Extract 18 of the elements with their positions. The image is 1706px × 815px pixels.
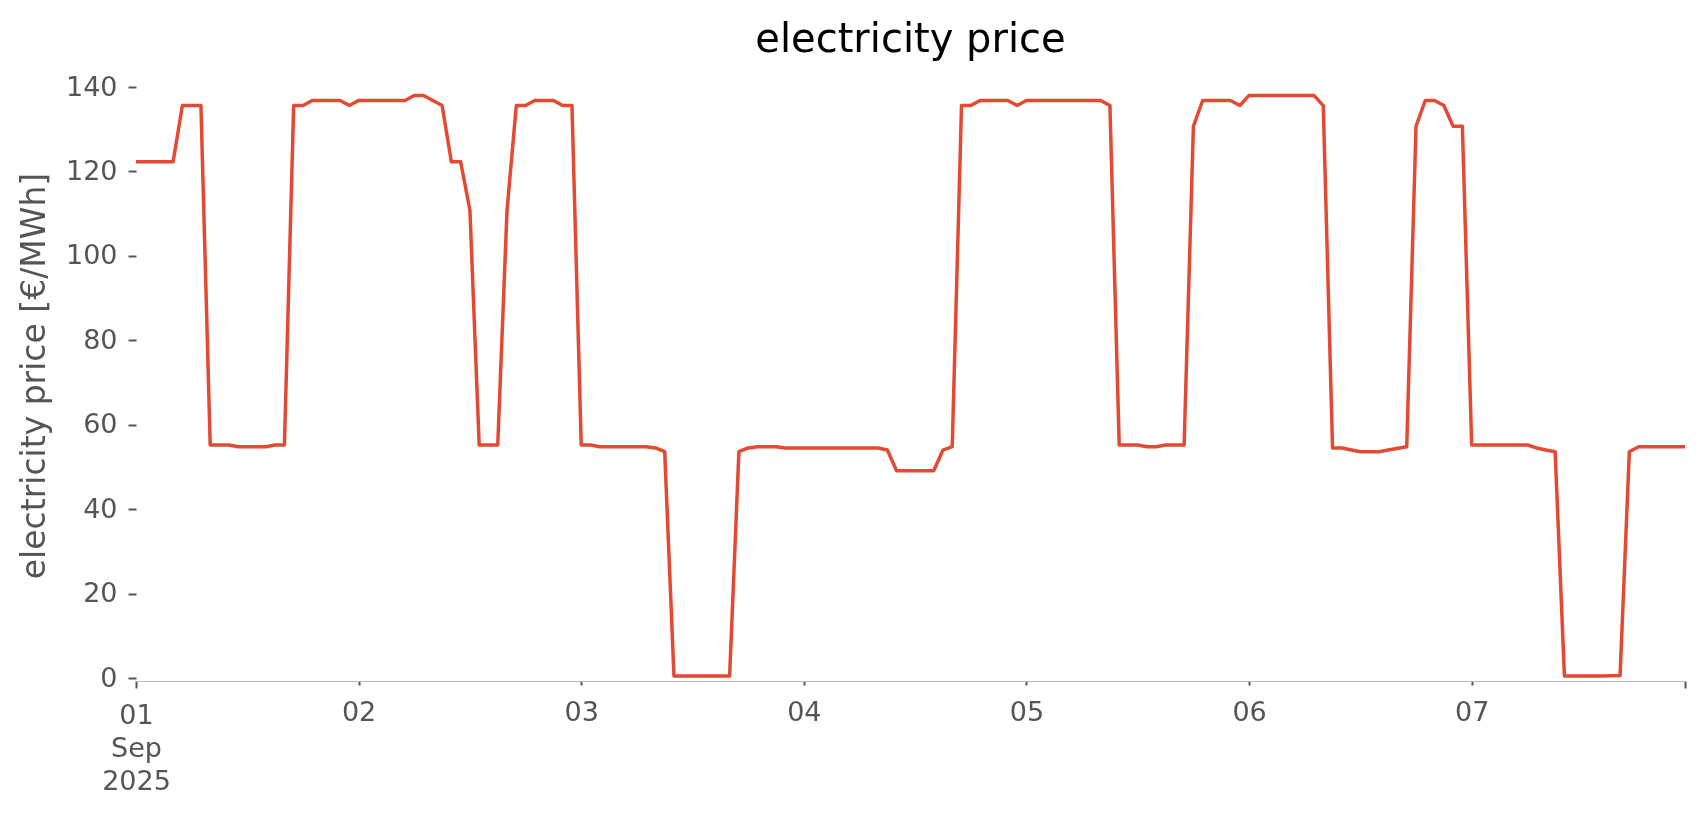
- y-tick-label: 100: [65, 239, 118, 271]
- y-axis-title: electricity price [€/MWh]: [13, 172, 53, 580]
- x-tick-label: 03: [564, 695, 599, 727]
- x-tick-label: 02: [341, 695, 377, 727]
- y-tick-label: 40: [83, 492, 118, 524]
- y-tick-label: 60: [83, 408, 118, 440]
- x-tick-label: 04: [787, 695, 822, 727]
- line-series: [134, 93, 1687, 678]
- x-tick-label: 07: [1454, 695, 1490, 727]
- y-tick-label: 80: [83, 323, 118, 355]
- x-tick-label: 01 Sep 2025: [102, 698, 171, 796]
- chart-title: electricity price: [755, 15, 1066, 61]
- y-tick-label: 0: [100, 661, 118, 693]
- y-tick-label: 140: [65, 70, 118, 102]
- x-tick-label: 05: [1009, 695, 1045, 727]
- y-tick-label: 20: [83, 577, 118, 609]
- x-tick-label: 06: [1232, 695, 1267, 727]
- y-tick-label: 120: [65, 154, 118, 186]
